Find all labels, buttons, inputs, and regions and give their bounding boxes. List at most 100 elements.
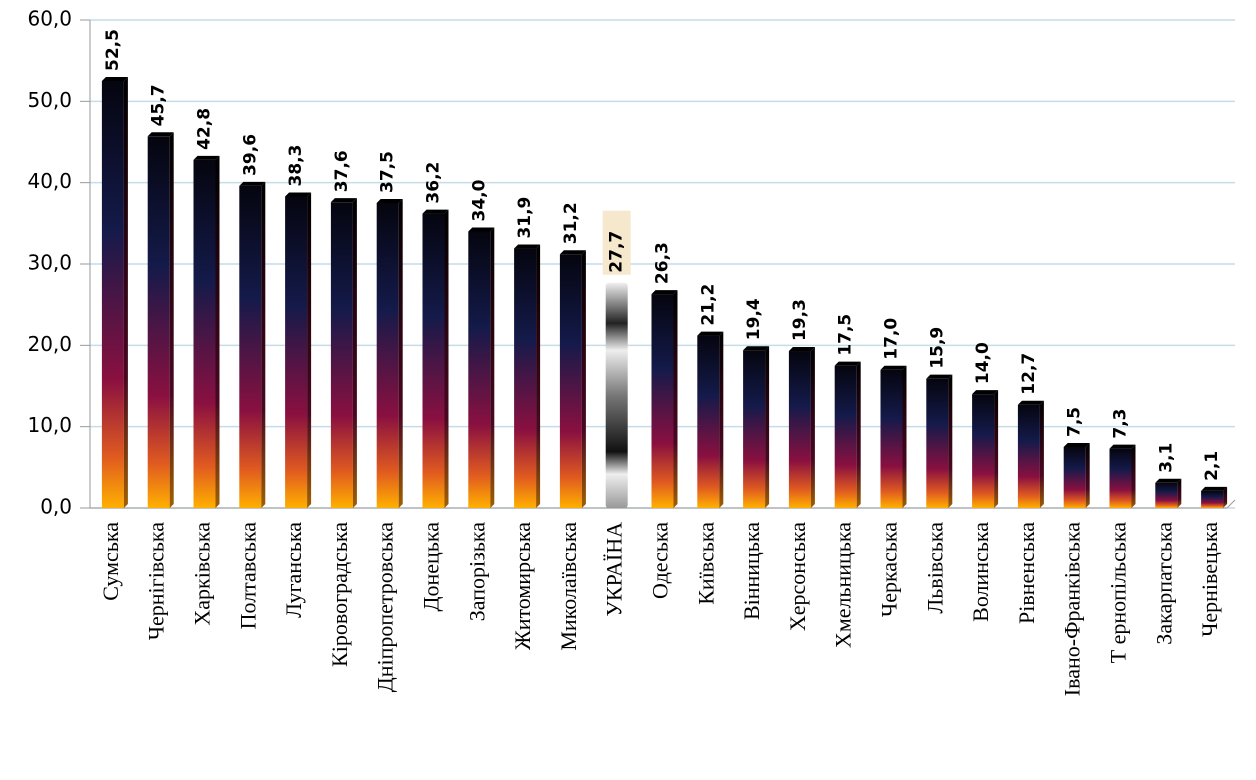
value-label: 21,2 (698, 284, 718, 326)
bar (743, 350, 766, 508)
bar (1201, 490, 1224, 508)
x-tick-label: Сумська (98, 522, 123, 601)
x-tick-label: Івано-Франківська (1060, 522, 1085, 696)
bar (514, 248, 537, 508)
y-tick-label: 40,0 (27, 169, 72, 193)
value-label: 14,0 (973, 342, 993, 384)
bar-side (810, 347, 815, 508)
x-tick-label: Донецька (419, 522, 444, 612)
x-tick-label: Волинська (968, 522, 993, 622)
bar-side (169, 132, 174, 508)
value-label: 27,7 (607, 231, 627, 273)
value-label: 2,1 (1202, 451, 1222, 481)
value-label: 7,5 (1065, 407, 1085, 437)
x-tick-label: Чернігівська (144, 522, 169, 640)
x-tick-label: Миколаївська (556, 522, 581, 651)
bar-top (422, 209, 449, 214)
value-label: 37,6 (332, 150, 352, 192)
x-tick-label: Полтавська (235, 522, 260, 630)
bar-side (398, 199, 403, 508)
x-tick-label: Закарпатська (1151, 522, 1176, 645)
value-label: 31,9 (515, 197, 535, 239)
bar (788, 351, 811, 508)
x-tick-label: Харківська (190, 522, 215, 626)
bar-side (902, 365, 907, 508)
value-label: 17,5 (836, 314, 856, 356)
bar (651, 294, 674, 508)
bar (926, 378, 949, 508)
bar-top (788, 347, 815, 352)
x-tick-label: Дніпропетровська (373, 522, 398, 692)
value-label: 45,7 (149, 84, 169, 126)
bar-side (1039, 400, 1044, 508)
bar-top (743, 346, 770, 351)
y-tick-label: 0,0 (40, 495, 72, 519)
bar (376, 203, 399, 508)
bar (697, 335, 720, 508)
bar (147, 136, 170, 508)
value-label: 52,5 (103, 29, 123, 71)
bar (239, 185, 262, 509)
bar-top (1155, 478, 1182, 483)
bar-top (193, 155, 220, 160)
bar-side (352, 198, 357, 509)
bar-top (147, 132, 174, 137)
value-label: 15,9 (927, 327, 947, 369)
x-tick-label: УКРАЇНА (602, 522, 627, 617)
x-tick-label: Луганська (281, 522, 306, 618)
bar-top (697, 331, 724, 336)
bar-top (559, 250, 586, 255)
bar-side (765, 346, 770, 508)
bar-top (285, 192, 312, 197)
value-label: 7,3 (1111, 409, 1131, 439)
bar-top (926, 374, 953, 379)
bar-top (1201, 486, 1228, 491)
bar-top (880, 365, 907, 370)
bar-side (1085, 443, 1090, 508)
x-tick-label: Чернівецька (1197, 522, 1222, 637)
y-tick-label: 10,0 (27, 413, 72, 437)
x-tick-label: Львівська (922, 522, 947, 614)
x-tick-label: Хмельницька (831, 522, 856, 648)
bar (330, 202, 353, 509)
bar-side (719, 331, 724, 508)
y-tick-label: 50,0 (27, 88, 72, 112)
bar-side (123, 77, 128, 508)
value-label: 31,2 (561, 202, 581, 244)
bar-side (581, 250, 586, 509)
bar-side (215, 155, 220, 509)
bar-top (651, 290, 678, 295)
bar-side (1131, 444, 1136, 508)
x-axis-depth (1226, 499, 1236, 509)
x-tick-label: Київська (693, 522, 718, 605)
value-label: 3,1 (1156, 443, 1176, 473)
y-tick-label: 30,0 (27, 251, 72, 275)
bar-top (514, 244, 541, 249)
bar-side (1177, 478, 1182, 508)
x-tick-label: Житомирська (510, 522, 535, 650)
bar-top (1063, 443, 1090, 447)
bar (1017, 404, 1040, 508)
bar-top (1109, 444, 1136, 449)
bar (1063, 447, 1086, 508)
bar-side (948, 374, 953, 508)
value-label: 34,0 (469, 179, 489, 221)
value-label: 38,3 (286, 145, 306, 187)
bar-side (994, 390, 999, 508)
bar-top (834, 361, 861, 366)
bar-top (468, 227, 495, 232)
x-tick-label: Т ернопільська (1106, 522, 1131, 664)
bar-side (261, 181, 266, 509)
x-tick-label: Вінницька (739, 522, 764, 620)
bar (101, 81, 124, 508)
bar-side (536, 244, 541, 508)
value-label: 42,8 (195, 108, 215, 150)
value-label: 26,3 (653, 242, 673, 284)
x-tick-label: Рівненська (1014, 522, 1039, 624)
value-label: 37,5 (378, 151, 398, 193)
x-tick-label: Запорізька (464, 522, 489, 621)
x-tick-label: Черкаська (877, 522, 902, 617)
bar-top (101, 77, 128, 81)
value-label: 19,3 (790, 299, 810, 341)
